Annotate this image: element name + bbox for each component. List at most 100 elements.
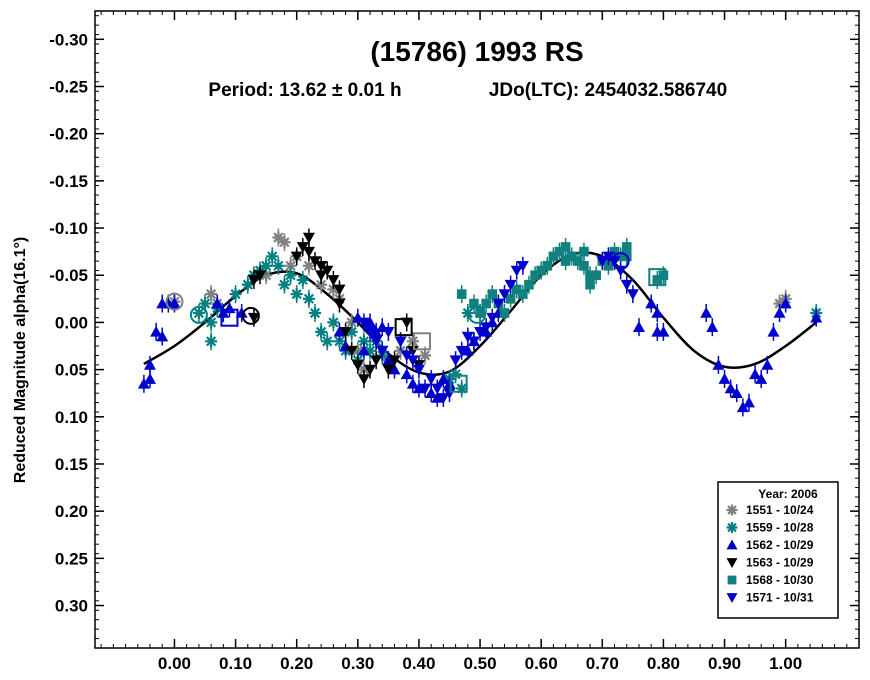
asterisk-stroke (291, 289, 302, 300)
data-point (296, 242, 309, 253)
data-point (327, 316, 340, 329)
asterisk-stroke (261, 270, 272, 281)
y-axis: -0.30 -0.25 -0.20 -0.15 -0.10 -0.05 0.00 0.05 0.… (49, 15, 859, 640)
data-point (609, 246, 620, 257)
asterisk-stroke (352, 345, 363, 356)
asterisk-stroke (285, 260, 296, 271)
data-point (150, 325, 163, 337)
data-point (736, 401, 749, 413)
y-tick-label: -0.10 (49, 219, 88, 238)
data-point (406, 377, 419, 389)
data-point (504, 279, 517, 291)
asterisk-stroke (193, 307, 205, 319)
data-point (481, 298, 491, 309)
x-tick-label: 0.40 (402, 654, 435, 673)
data-point (351, 360, 364, 371)
data-point (455, 345, 468, 357)
data-point (400, 317, 413, 329)
data-point (388, 355, 401, 367)
data-point (499, 308, 510, 318)
asterisk-stroke (199, 298, 211, 309)
data-point (364, 316, 377, 328)
legend-label: 1551 - 10/24 (746, 503, 814, 517)
data-point (518, 289, 528, 299)
asterisk-stroke (297, 274, 308, 286)
data-point (718, 373, 731, 384)
asterisk-stroke (303, 293, 315, 304)
data-point (370, 325, 383, 337)
data-point (437, 373, 450, 384)
y-tick-label: -0.20 (49, 125, 88, 144)
data-point (241, 278, 254, 291)
legend-label: 1559 - 10/28 (746, 521, 814, 535)
legend-label: 1568 - 10/30 (746, 573, 814, 587)
data-point (626, 289, 639, 301)
data-point (651, 325, 664, 337)
data-point (810, 311, 823, 323)
data-point (554, 246, 565, 257)
data-point (137, 377, 150, 389)
asterisk-stroke (727, 505, 737, 515)
data-point (486, 312, 499, 324)
data-point (211, 297, 224, 309)
x-axis: 0.00 0.10 0.20 0.30 0.40 0.50 0.60 0.70 0.80 0.90… (100, 11, 848, 673)
y-tick-label: -0.25 (49, 77, 88, 96)
data-point (511, 284, 522, 295)
asterisk-stroke (346, 326, 357, 337)
data-point (419, 383, 432, 395)
asterisk-stroke (242, 279, 253, 290)
asterisk-stroke (358, 336, 370, 347)
data-point (761, 358, 774, 370)
data-point (357, 374, 370, 386)
x-tick-label: 0.90 (708, 654, 741, 673)
y-tick-label: 0.20 (55, 502, 88, 521)
series-3 (137, 294, 823, 417)
data-point (437, 393, 450, 404)
data-point (370, 336, 383, 348)
legend-marker (726, 558, 738, 568)
data-point (278, 236, 291, 249)
data-point (376, 345, 389, 357)
data-point (585, 270, 595, 281)
open-square-marker (412, 332, 431, 351)
data-point (461, 344, 474, 356)
open-circle-marker (241, 306, 260, 325)
plot-frame (94, 10, 860, 649)
asterisk-stroke (273, 232, 284, 243)
asterisk-stroke (279, 237, 290, 248)
y-tick-label: 0.30 (55, 597, 88, 616)
asterisk-stroke (273, 260, 284, 271)
series-1 (168, 228, 792, 379)
data-point (724, 382, 737, 394)
data-point (327, 275, 340, 286)
legend-marker (726, 522, 738, 533)
data-point (480, 322, 493, 334)
legend-title: Year: 2006 (758, 487, 818, 501)
asterisk-stroke (303, 260, 315, 271)
data-point (315, 325, 328, 338)
data-point (309, 306, 322, 319)
data-point (542, 261, 553, 271)
open-circle-marker (468, 305, 486, 324)
data-point (364, 364, 377, 376)
legend-label: 1563 - 10/29 (746, 556, 814, 570)
asterisk-stroke (309, 307, 321, 319)
data-point (585, 279, 595, 290)
x-tick-label: 0.10 (219, 654, 252, 673)
asterisk-stroke (334, 336, 345, 347)
x-tick-label: 0.60 (525, 654, 558, 673)
data-point (579, 261, 589, 271)
data-point (712, 358, 725, 370)
legend-marker (726, 504, 738, 516)
data-point (566, 251, 577, 262)
data-point (749, 368, 762, 380)
open-circle-marker (611, 252, 630, 271)
y-tick-label: 0.15 (55, 455, 88, 474)
data-point (260, 259, 273, 272)
y-tick-label: 0.25 (55, 549, 88, 568)
asterisk-stroke (407, 336, 418, 347)
data-point (382, 364, 395, 376)
data-point (345, 345, 358, 357)
data-point (400, 368, 413, 380)
